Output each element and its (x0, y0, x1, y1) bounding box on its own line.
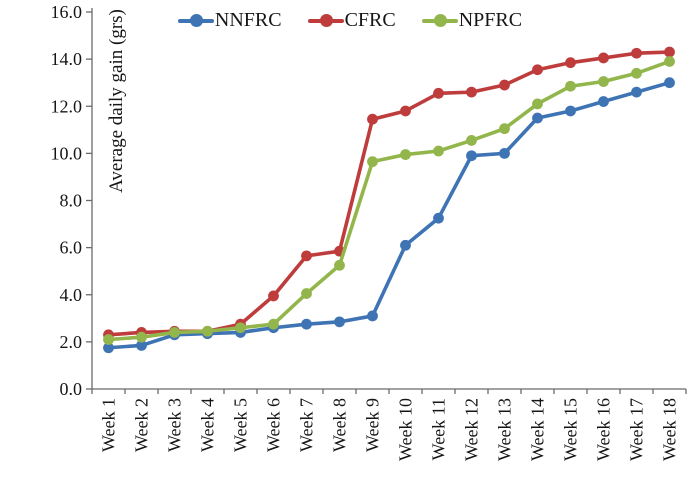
data-point-cfrc-week-18[interactable] (664, 46, 675, 58)
y-tick-label: 10.0 (51, 143, 83, 163)
data-point-nnfrc-week-11[interactable] (433, 212, 444, 224)
legend: NNFRC CFRC NPFRC (0, 10, 700, 30)
legend-dot-icon (433, 13, 447, 27)
x-tick-label: Week 4 (198, 398, 218, 452)
legend-label: CFRC (344, 9, 396, 31)
data-point-nnfrc-week-13[interactable] (499, 147, 510, 159)
y-tick-label: 12.0 (51, 96, 83, 116)
y-tick-label: 4.0 (60, 285, 83, 305)
data-point-npfrc-week-15[interactable] (565, 80, 576, 92)
x-tick-label: Week 18 (660, 398, 680, 461)
legend-item-npfrc[interactable]: NPFRC (421, 9, 523, 31)
data-point-cfrc-week-9[interactable] (367, 113, 378, 125)
data-point-npfrc-week-8[interactable] (334, 259, 345, 271)
data-point-cfrc-week-14[interactable] (532, 64, 543, 76)
data-point-cfrc-week-15[interactable] (565, 57, 576, 69)
data-point-cfrc-week-17[interactable] (631, 47, 642, 59)
data-point-npfrc-week-4[interactable] (202, 325, 213, 337)
data-point-nnfrc-week-8[interactable] (334, 316, 345, 328)
data-point-cfrc-week-11[interactable] (433, 87, 444, 99)
data-point-cfrc-week-12[interactable] (466, 86, 477, 98)
legend-dot-icon (319, 13, 333, 27)
y-tick-label: 8.0 (60, 191, 83, 211)
x-tick-label: Week 3 (165, 398, 185, 452)
data-point-nnfrc-week-14[interactable] (532, 112, 543, 124)
legend-label: NNFRC (214, 9, 282, 31)
data-point-nnfrc-week-15[interactable] (565, 105, 576, 117)
x-tick-label: Week 13 (495, 398, 515, 461)
data-point-npfrc-week-17[interactable] (631, 67, 642, 79)
legend-label: NPFRC (458, 9, 523, 31)
y-axis-title: Average daily gain (grs) (106, 9, 127, 193)
x-tick-label: Week 7 (297, 398, 317, 452)
x-tick-label: Week 11 (429, 398, 449, 460)
data-point-nnfrc-week-10[interactable] (400, 239, 411, 251)
legend-marker-icon (421, 13, 458, 27)
x-tick-label: Week 9 (363, 398, 383, 452)
data-point-nnfrc-week-12[interactable] (466, 150, 477, 162)
x-tick-label: Week 2 (132, 398, 152, 452)
legend-dot-icon (189, 13, 203, 27)
y-tick-label: 0.0 (60, 379, 83, 399)
data-point-cfrc-week-6[interactable] (268, 290, 279, 302)
data-point-nnfrc-week-9[interactable] (367, 310, 378, 322)
data-point-npfrc-week-5[interactable] (235, 322, 246, 334)
data-point-nnfrc-week-18[interactable] (664, 77, 675, 89)
data-point-cfrc-week-13[interactable] (499, 79, 510, 91)
x-tick-label: Week 15 (561, 398, 581, 461)
data-point-nnfrc-week-16[interactable] (598, 96, 609, 107)
data-point-npfrc-week-1[interactable] (103, 334, 114, 345)
data-point-cfrc-week-10[interactable] (400, 105, 411, 117)
x-tick-label: Week 10 (396, 398, 416, 461)
y-tick-label: 6.0 (60, 238, 83, 258)
data-point-nnfrc-week-2[interactable] (136, 340, 147, 351)
x-tick-label: Week 16 (594, 398, 614, 461)
x-tick-label: Week 8 (330, 398, 350, 452)
data-point-nnfrc-week-17[interactable] (631, 86, 642, 98)
x-tick-label: Week 12 (462, 398, 482, 461)
x-tick-label: Week 17 (627, 398, 647, 461)
y-tick-label: 16.0 (51, 2, 83, 22)
y-tick-label: 14.0 (51, 49, 83, 69)
legend-item-nnfrc[interactable]: NNFRC (177, 9, 282, 31)
data-point-npfrc-week-3[interactable] (169, 327, 180, 338)
data-point-npfrc-week-18[interactable] (664, 56, 675, 67)
legend-item-cfrc[interactable]: CFRC (307, 9, 396, 31)
data-point-npfrc-week-16[interactable] (598, 76, 609, 87)
data-point-npfrc-week-9[interactable] (367, 156, 378, 168)
legend-marker-icon (307, 13, 344, 27)
legend-marker-icon (177, 13, 214, 27)
data-point-npfrc-week-6[interactable] (268, 318, 279, 330)
data-point-nnfrc-week-7[interactable] (301, 318, 312, 330)
data-point-nnfrc-week-1[interactable] (103, 342, 114, 354)
x-tick-label: Week 6 (264, 398, 284, 452)
series-line-cfrc (106, 50, 672, 337)
data-point-npfrc-week-2[interactable] (136, 331, 147, 343)
data-point-cfrc-week-16[interactable] (598, 52, 609, 64)
x-tick-label: Week 5 (231, 398, 251, 452)
x-tick-label: Week 1 (99, 398, 119, 452)
data-point-npfrc-week-11[interactable] (433, 145, 444, 157)
series-line-nnfrc (106, 80, 672, 350)
data-point-cfrc-week-7[interactable] (301, 250, 312, 262)
x-tick-label: Week 14 (528, 398, 548, 461)
data-point-npfrc-week-12[interactable] (466, 135, 477, 146)
series-line-npfrc (106, 59, 672, 342)
data-point-npfrc-week-7[interactable] (301, 288, 312, 299)
y-tick-label: 2.0 (60, 332, 83, 352)
data-point-npfrc-week-14[interactable] (532, 98, 543, 110)
data-point-npfrc-week-10[interactable] (400, 149, 411, 160)
data-point-npfrc-week-13[interactable] (499, 123, 510, 135)
